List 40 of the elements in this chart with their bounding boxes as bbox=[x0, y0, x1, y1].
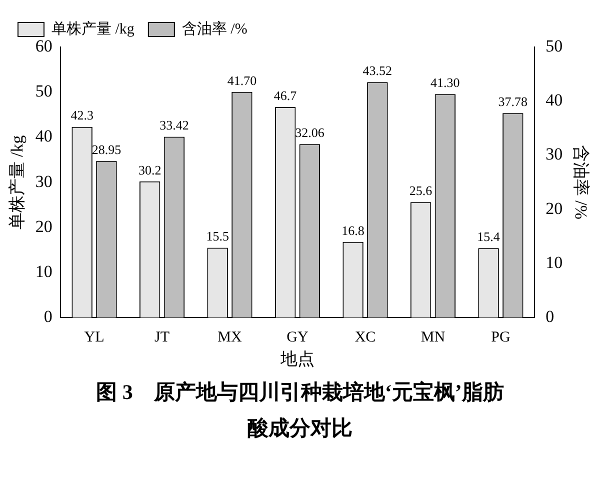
y2-tick-label: 20 bbox=[546, 198, 563, 218]
x-axis-title: 地点 bbox=[280, 349, 314, 368]
y2-tick-label: 10 bbox=[546, 252, 563, 272]
y-axis-title: 单株产量 /kg bbox=[8, 134, 27, 230]
data-label: 41.70 bbox=[227, 72, 257, 88]
x-tick-label: MX bbox=[218, 330, 242, 346]
data-label: 42.3 bbox=[70, 108, 94, 123]
legend-label: 含油率 /% bbox=[182, 20, 248, 38]
y-tick-label: 0 bbox=[44, 307, 52, 326]
legend-label: 单株产量 /kg bbox=[52, 20, 135, 38]
x-tick-label: YL bbox=[84, 330, 104, 346]
x-tick-label: GY bbox=[286, 330, 308, 346]
y-tick-label: 40 bbox=[35, 126, 52, 146]
data-label: 37.78 bbox=[498, 94, 528, 110]
x-tick-label: MN bbox=[420, 330, 446, 346]
data-label: 30.2 bbox=[138, 162, 162, 178]
y2-axis-title: 含油率 /% bbox=[571, 145, 590, 220]
data-label: 16.8 bbox=[342, 222, 364, 238]
x-tick-label: XC bbox=[354, 330, 376, 346]
y-tick-label: 50 bbox=[35, 82, 52, 101]
y-tick-label: 60 bbox=[35, 36, 52, 56]
y-tick-label: 20 bbox=[35, 216, 52, 236]
y2-tick-label: 50 bbox=[546, 36, 563, 56]
data-label: 46.7 bbox=[274, 88, 298, 103]
y-tick-label: 10 bbox=[35, 262, 52, 281]
data-label: 28.95 bbox=[92, 142, 122, 157]
data-label: 15.5 bbox=[206, 228, 229, 244]
data-label: 33.42 bbox=[160, 118, 189, 133]
x-tick-label: PG bbox=[491, 330, 510, 346]
text: 图 3 原产地与四川引种栽培地‘元宝枫’脂肪酸成分对比 bbox=[95, 379, 505, 442]
y2-tick-label: 30 bbox=[546, 144, 563, 164]
y2-tick-label: 0 bbox=[546, 307, 554, 326]
data-label: 43.52 bbox=[362, 62, 392, 78]
data-label: 25.6 bbox=[409, 183, 433, 198]
y-tick-label: 30 bbox=[35, 172, 52, 191]
data-label: 32.06 bbox=[295, 125, 325, 140]
data-label: 15.4 bbox=[477, 229, 500, 244]
y2-tick-label: 40 bbox=[546, 90, 563, 110]
x-tick-label: JT bbox=[154, 330, 170, 346]
data-label: 41.30 bbox=[430, 75, 460, 90]
